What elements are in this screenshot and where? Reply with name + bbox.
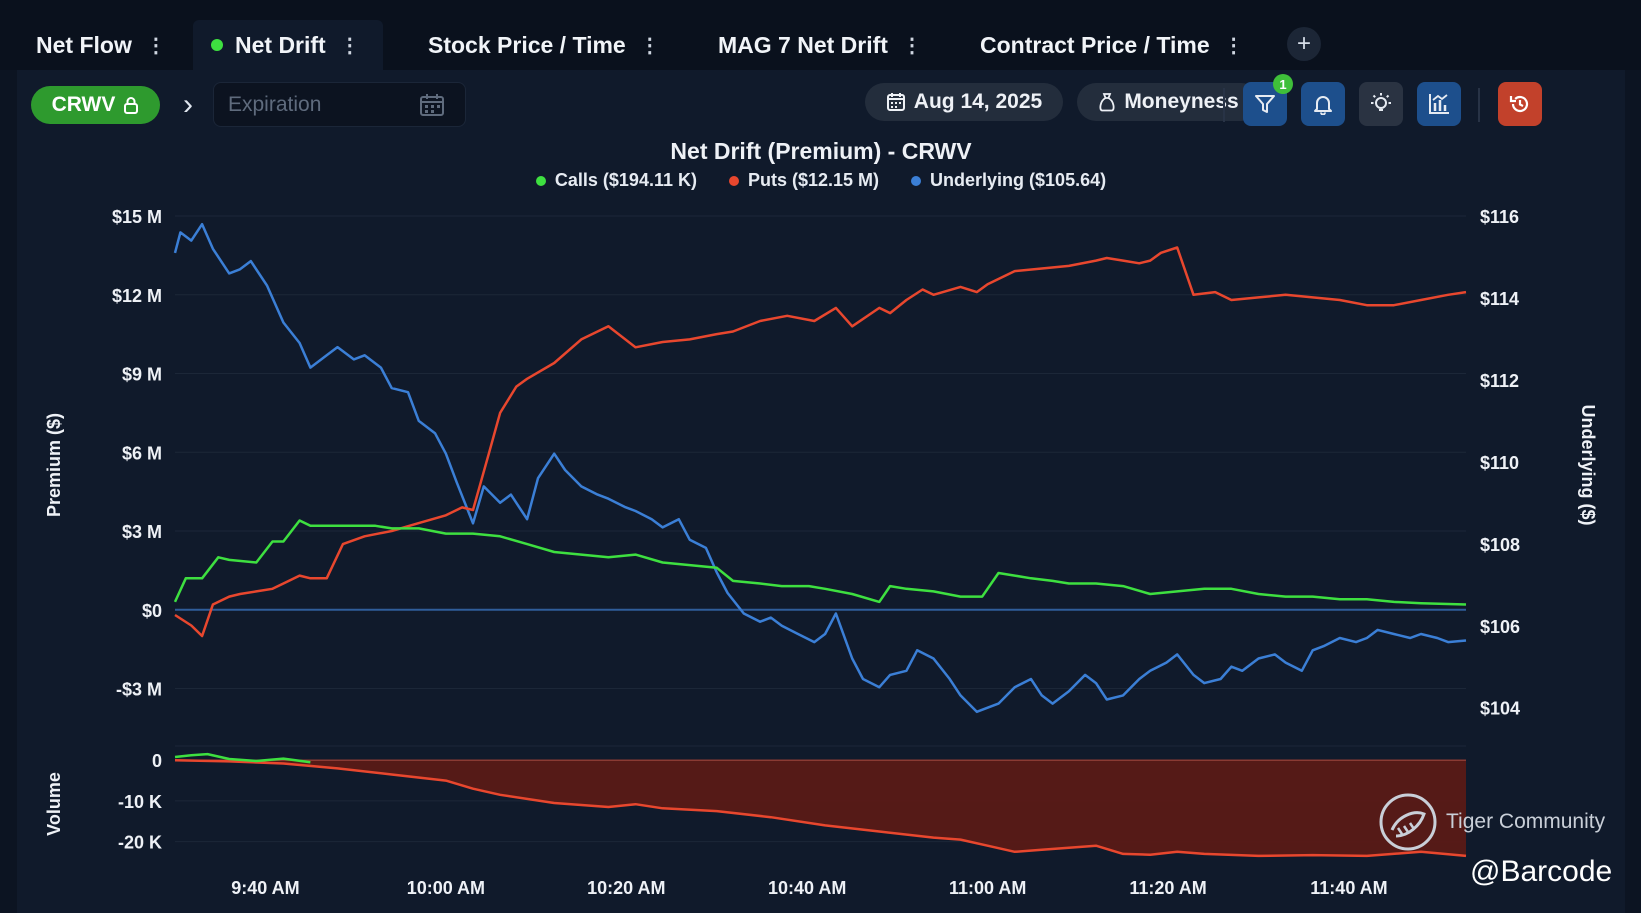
puts-line <box>174 246 1467 638</box>
kebab-menu-icon[interactable]: ⋮ <box>639 34 660 57</box>
tab-bar: Net Flow ⋮ Net Drift ⋮ Stock Price / Tim… <box>0 0 1641 70</box>
right-tick-label: $108 <box>1480 535 1520 555</box>
volume-tick-label: -20 K <box>118 833 162 853</box>
moneyness-label: Moneyness <box>1124 90 1239 113</box>
tiger-logo-icon <box>1379 793 1437 851</box>
lock-icon <box>124 97 139 114</box>
tab-label: Net Drift <box>235 31 326 58</box>
x-tick-label: 11:00 AM <box>949 878 1026 898</box>
left-tick-label: $3 M <box>122 522 162 542</box>
legend-underlying[interactable]: Underlying ($105.64) <box>911 170 1106 191</box>
left-tick-label: $9 M <box>122 365 162 385</box>
chart-legend: Calls ($194.11 K) Puts ($12.15 M) Underl… <box>17 170 1625 191</box>
moneyness-selector[interactable]: Moneyness <box>1077 83 1260 121</box>
expiration-input[interactable] <box>228 89 418 121</box>
author-handle: @Barcode <box>1470 855 1613 888</box>
x-tick-label: 10:20 AM <box>587 878 665 898</box>
tab-contract-price-time[interactable]: Contract Price / Time ⋮ <box>962 20 1262 70</box>
calendar-icon <box>886 93 905 111</box>
left-axis-title: Premium ($) <box>44 413 64 517</box>
tab-label: MAG 7 Net Drift <box>718 31 888 58</box>
x-tick-label: 10:40 AM <box>768 878 846 898</box>
left-tick-label: $12 M <box>112 286 162 306</box>
tab-net-drift[interactable]: Net Drift ⋮ <box>193 20 383 70</box>
date-selector[interactable]: Aug 14, 2025 <box>865 83 1063 121</box>
legend-dot-icon <box>728 175 739 186</box>
active-dot-icon <box>211 39 223 51</box>
left-tick-label: $15 M <box>112 207 162 227</box>
add-tab-button[interactable]: + <box>1287 27 1321 61</box>
expiration-field[interactable] <box>213 82 466 127</box>
ticker-label: CRWV <box>51 93 116 116</box>
tab-stock-price-time[interactable]: Stock Price / Time ⋮ <box>410 20 678 70</box>
volume-axis-title: Volume <box>44 772 64 836</box>
legend-label: Calls ($194.11 K) <box>554 170 697 190</box>
left-tick-label: -$3 M <box>116 680 162 700</box>
ticker-button[interactable]: CRWV <box>31 86 160 124</box>
right-axis-title: Underlying ($) <box>1578 404 1598 525</box>
left-tick-label: $0 <box>142 601 162 621</box>
tab-label: Net Flow <box>36 31 132 58</box>
date-label: Aug 14, 2025 <box>913 90 1043 113</box>
calls-line <box>173 519 1467 606</box>
bell-icon <box>1314 96 1332 115</box>
underlying-line <box>173 222 1467 714</box>
divider <box>1223 88 1225 122</box>
legend-puts[interactable]: Puts ($12.15 M) <box>728 170 880 191</box>
kebab-menu-icon[interactable]: ⋮ <box>1223 34 1244 57</box>
chevron-right-icon[interactable]: › <box>183 88 193 121</box>
right-tick-label: $106 <box>1480 617 1520 637</box>
volume-puts-line <box>174 758 1467 858</box>
tab-label: Contract Price / Time <box>980 31 1210 58</box>
tab-label: Stock Price / Time <box>428 31 626 58</box>
volume-puts-area <box>175 760 1466 856</box>
divider <box>1478 88 1480 122</box>
alerts-button[interactable] <box>1301 82 1345 126</box>
right-tick-label: $104 <box>1480 699 1520 719</box>
filter-icon <box>1255 95 1275 113</box>
legend-label: Underlying ($105.64) <box>930 170 1107 190</box>
volume-tick-label: -10 K <box>118 792 162 812</box>
x-tick-label: 11:40 AM <box>1310 878 1387 898</box>
watermark-text: Tiger Community <box>1446 810 1606 833</box>
legend-calls[interactable]: Calls ($194.11 K) <box>535 170 697 191</box>
legend-dot-icon <box>911 175 922 186</box>
money-bag-icon <box>1099 93 1115 112</box>
legend-dot-icon <box>535 175 546 186</box>
chart-icon <box>1429 94 1449 114</box>
kebab-menu-icon[interactable]: ⋮ <box>901 34 922 57</box>
theme-button[interactable] <box>1359 82 1403 126</box>
chart-title: Net Drift (Premium) - CRWV <box>670 138 972 164</box>
tiger-community-watermark: Tiger Community <box>1378 792 1605 852</box>
tab-mag7-net-drift[interactable]: MAG 7 Net Drift ⋮ <box>700 20 940 70</box>
left-tick-label: $6 M <box>122 443 162 463</box>
legend-label: Puts ($12.15 M) <box>747 170 880 190</box>
right-tick-label: $112 <box>1480 371 1519 391</box>
x-tick-label: 10:00 AM <box>407 878 485 898</box>
right-tick-label: $116 <box>1480 207 1519 227</box>
filter-button[interactable]: 1 <box>1243 74 1293 126</box>
calendar-icon[interactable] <box>419 93 445 117</box>
tab-net-flow[interactable]: Net Flow ⋮ <box>18 20 184 70</box>
kebab-menu-icon[interactable]: ⋮ <box>339 34 360 57</box>
lightbulb-icon <box>1371 93 1391 111</box>
volume-calls-line <box>174 752 311 764</box>
reset-icon <box>1509 95 1529 113</box>
right-tick-label: $110 <box>1480 453 1519 473</box>
x-tick-label: 11:20 AM <box>1129 878 1206 898</box>
right-tick-label: $114 <box>1480 289 1519 309</box>
volume-tick-label: 0 <box>152 751 162 771</box>
reset-button[interactable] <box>1498 82 1542 126</box>
x-tick-label: 9:40 AM <box>231 878 299 898</box>
chart-settings-button[interactable] <box>1417 82 1461 126</box>
kebab-menu-icon[interactable]: ⋮ <box>145 34 166 57</box>
filter-count-badge: 1 <box>1273 74 1293 94</box>
